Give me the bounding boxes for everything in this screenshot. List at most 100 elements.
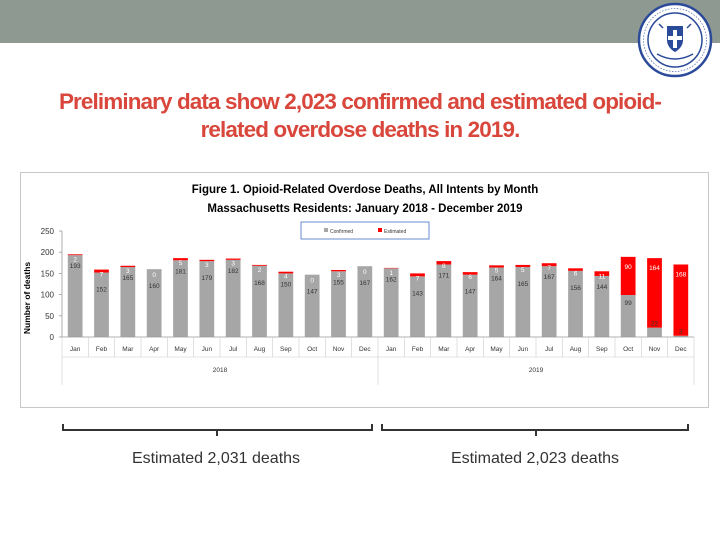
dph-seal-logo [637, 2, 713, 78]
bar-confirmed [383, 268, 399, 337]
bar-confirmed [331, 271, 346, 337]
bar-estimated [199, 259, 215, 262]
data-label-estimated: 2 [258, 267, 262, 274]
x-tick-label: Oct [307, 346, 317, 353]
y-axis: 0 50 100 150 200 250 [41, 227, 63, 342]
data-label-confirmed: 150 [280, 281, 291, 288]
data-label-confirmed: 152 [96, 287, 107, 294]
slide-title-line2: related overdose deaths in 2019. [200, 117, 521, 142]
data-label-confirmed: 147 [307, 289, 318, 296]
data-label-confirmed: 165 [517, 281, 528, 288]
data-label-estimated: 2 [73, 256, 77, 263]
slide-title-line1: Preliminary data show 2,023 confirmed an… [58, 89, 662, 114]
y-tick-label: 150 [41, 269, 55, 278]
bar-estimated [252, 264, 267, 266]
bar-confirmed [647, 327, 662, 337]
slide-title: Preliminary data show 2,023 confirmed an… [20, 88, 700, 144]
bar-confirmed [462, 274, 478, 337]
x-tick-label: Mar [438, 346, 450, 353]
bar-estimated [541, 263, 557, 267]
data-label-estimated: 164 [649, 265, 660, 272]
opioid-deaths-chart: Figure 1. Opioid-Related Overdose Deaths… [22, 184, 695, 385]
data-label-estimated: 3 [126, 268, 130, 275]
bar-estimated [462, 272, 478, 275]
x-tick-label: Apr [465, 346, 476, 353]
data-label-confirmed: 171 [438, 272, 449, 279]
bar-estimated [673, 264, 689, 336]
x-tick-label: Sep [280, 346, 292, 353]
x-tick-label: Dec [675, 346, 687, 353]
data-label-confirmed: 160 [149, 283, 160, 290]
bar-confirmed [568, 270, 583, 337]
bar-confirmed [120, 267, 136, 337]
x-tick-label: Feb [96, 346, 108, 353]
x-tick-label: Aug [254, 346, 266, 353]
bar-estimated [568, 268, 583, 271]
brace-2019 [381, 424, 689, 436]
data-label-estimated: 0 [310, 278, 314, 285]
chart-legend: Confirmed Estimated [300, 221, 430, 240]
y-axis-label: Number of deaths [22, 262, 32, 335]
data-label-estimated: 5 [495, 267, 499, 274]
brace-2018 [62, 424, 373, 436]
data-label-confirmed: 143 [412, 290, 423, 297]
legend-confirmed-label: Confirmed [330, 229, 353, 235]
top-banner [0, 0, 720, 43]
data-label-estimated: 1 [389, 270, 393, 277]
data-label-estimated: 3 [205, 262, 209, 269]
data-label-confirmed: 162 [386, 276, 397, 283]
data-label-confirmed: 167 [544, 274, 555, 281]
bar-estimated [515, 264, 531, 268]
bar-confirmed [146, 269, 162, 337]
bar-confirmed [357, 266, 373, 337]
bar-confirmed [620, 295, 636, 337]
data-label-estimated: 8 [442, 263, 446, 270]
x-axis: Jan Feb Mar Apr May Jun Jul Aug Sep Oct Nov Dec Jan F… [61, 336, 695, 385]
data-label-confirmed: 182 [228, 268, 239, 275]
data-label-confirmed: 155 [333, 279, 344, 286]
x-tick-label: Apr [149, 346, 160, 353]
x-tick-label: Dec [359, 346, 371, 353]
data-label-confirmed: 22 [651, 321, 659, 328]
bar-confirmed [252, 265, 267, 337]
bar-estimated [67, 254, 83, 256]
x-tick-label: Sep [596, 346, 608, 353]
bar-confirmed [436, 264, 452, 337]
data-label-confirmed: 167 [359, 280, 370, 287]
x-tick-label: Aug [570, 346, 582, 353]
bar-confirmed [489, 267, 504, 337]
bar-estimated [173, 258, 188, 261]
chart-title-line2: Massachusetts Residents: January 2018 - … [207, 203, 522, 215]
bar-confirmed [673, 335, 689, 337]
data-label-estimated: 6 [574, 270, 578, 277]
y-tick-label: 0 [50, 333, 55, 342]
data-label-estimated: 0 [363, 269, 367, 276]
x-tick-label: Nov [333, 346, 345, 353]
x-tick-label: Jun [202, 346, 213, 353]
data-label-confirmed: 179 [201, 275, 212, 282]
data-label-confirmed: 99 [625, 300, 633, 307]
bar-estimated [436, 261, 452, 265]
data-label-estimated: 0 [152, 272, 156, 279]
bar-confirmed [541, 266, 557, 337]
chart-title-line1: Figure 1. Opioid-Related Overdose Deaths… [192, 184, 539, 196]
x-tick-label: Jan [386, 346, 397, 353]
data-label-confirmed: 164 [491, 275, 502, 282]
x-tick-label: Oct [623, 346, 633, 353]
x-tick-label: Jul [545, 346, 554, 353]
x-tick-label: Jun [518, 346, 529, 353]
x-tick-label: Mar [122, 346, 134, 353]
legend-estimated-label: Estimated [384, 229, 406, 235]
year-label: 2019 [529, 367, 544, 374]
data-label-confirmed: 156 [570, 285, 581, 292]
y-tick-label: 200 [41, 248, 55, 257]
bar-estimated [120, 265, 136, 268]
data-label-estimated: 5 [521, 267, 525, 274]
bar-confirmed [199, 261, 215, 337]
bar-confirmed [67, 255, 83, 337]
x-tick-label: Jan [70, 346, 81, 353]
year-braces [62, 424, 689, 436]
bar-estimated [594, 271, 610, 276]
bar-confirmed [278, 273, 294, 337]
